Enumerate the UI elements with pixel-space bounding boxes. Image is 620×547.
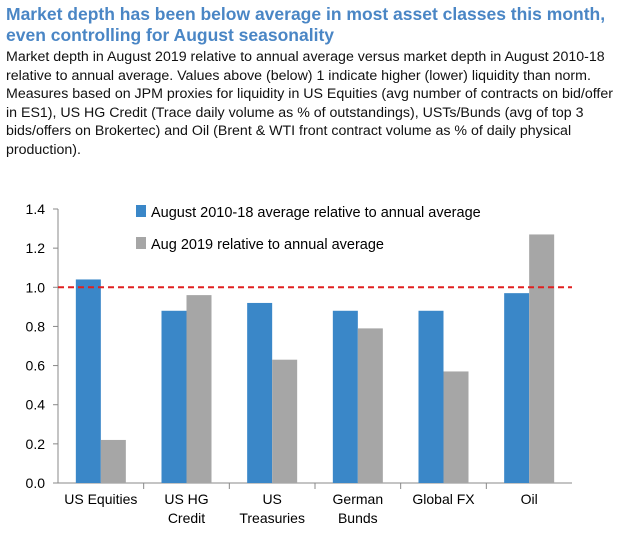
y-tick-label: 0.8 xyxy=(26,318,46,334)
bar-august-2010-18 xyxy=(75,279,101,483)
x-tick-label: German Bunds xyxy=(333,491,384,526)
bar-aug-2019 xyxy=(529,234,555,483)
y-tick-label: 1.2 xyxy=(26,240,46,256)
y-tick-label: 0.0 xyxy=(26,475,46,491)
bar-august-2010-18 xyxy=(418,310,444,483)
x-tick-label: US Treasuries xyxy=(239,491,305,526)
legend-label: August 2010-18 average relative to annua… xyxy=(151,205,481,221)
x-tick-label: US Equities xyxy=(64,491,137,507)
bar-aug-2019 xyxy=(100,439,126,483)
legend-swatch xyxy=(136,205,146,217)
legend-swatch xyxy=(136,237,146,249)
y-tick-label: 1.0 xyxy=(26,279,46,295)
bar-august-2010-18 xyxy=(504,293,530,483)
legend-label: Aug 2019 relative to annual average xyxy=(151,237,384,253)
chart-title: Market depth has been below average in m… xyxy=(6,4,606,45)
y-tick-label: 0.2 xyxy=(26,436,46,452)
bar-aug-2019 xyxy=(357,328,383,483)
y-tick-label: 0.6 xyxy=(26,358,46,374)
bar-aug-2019 xyxy=(443,371,469,483)
bar-august-2010-18 xyxy=(161,310,187,483)
y-tick-label: 1.4 xyxy=(26,201,46,217)
bar-august-2010-18 xyxy=(247,302,273,483)
x-tick-label: Global FX xyxy=(412,491,475,507)
x-tick-label: Oil xyxy=(521,491,538,507)
chart-subtitle: Market depth in August 2019 relative to … xyxy=(6,49,613,158)
x-tick-label: US HG Credit xyxy=(164,491,208,526)
bar-august-2010-18 xyxy=(332,310,358,483)
bar-aug-2019 xyxy=(186,295,212,483)
bar-aug-2019 xyxy=(272,359,298,483)
y-tick-label: 0.4 xyxy=(26,397,46,413)
